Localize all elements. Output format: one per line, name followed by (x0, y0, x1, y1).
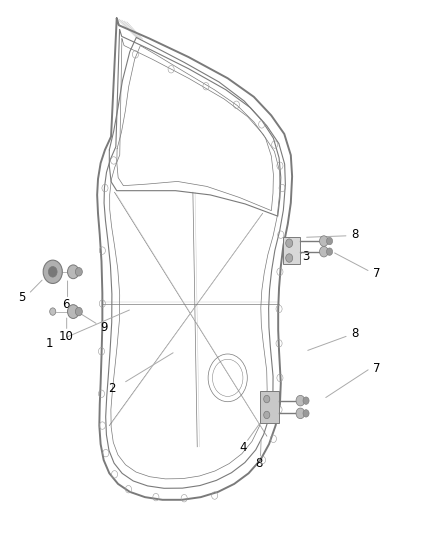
Text: 3: 3 (302, 251, 310, 263)
Text: 4: 4 (239, 441, 247, 454)
Text: 7: 7 (373, 362, 380, 375)
Circle shape (286, 239, 293, 247)
Circle shape (320, 236, 328, 246)
Circle shape (320, 246, 328, 257)
Circle shape (326, 248, 332, 255)
Circle shape (67, 305, 79, 318)
Circle shape (326, 237, 332, 245)
Circle shape (67, 265, 79, 279)
Text: 8: 8 (255, 457, 263, 470)
Bar (260, 391, 279, 423)
Circle shape (49, 308, 56, 316)
Circle shape (75, 308, 82, 316)
Text: 8: 8 (351, 228, 358, 241)
Circle shape (48, 266, 57, 277)
Text: 5: 5 (18, 291, 26, 304)
Circle shape (43, 260, 62, 284)
Text: 9: 9 (100, 321, 107, 334)
Circle shape (303, 397, 309, 405)
Text: 10: 10 (58, 330, 73, 343)
Bar (283, 237, 300, 264)
Text: 8: 8 (351, 327, 358, 341)
Text: 1: 1 (46, 337, 53, 350)
Circle shape (296, 395, 305, 406)
Text: 7: 7 (373, 267, 380, 280)
Circle shape (264, 395, 270, 403)
Circle shape (296, 408, 305, 419)
Circle shape (303, 410, 309, 417)
Circle shape (264, 411, 270, 419)
Text: 6: 6 (62, 298, 70, 311)
Text: 2: 2 (109, 382, 116, 395)
Circle shape (75, 268, 82, 276)
Circle shape (286, 254, 293, 262)
